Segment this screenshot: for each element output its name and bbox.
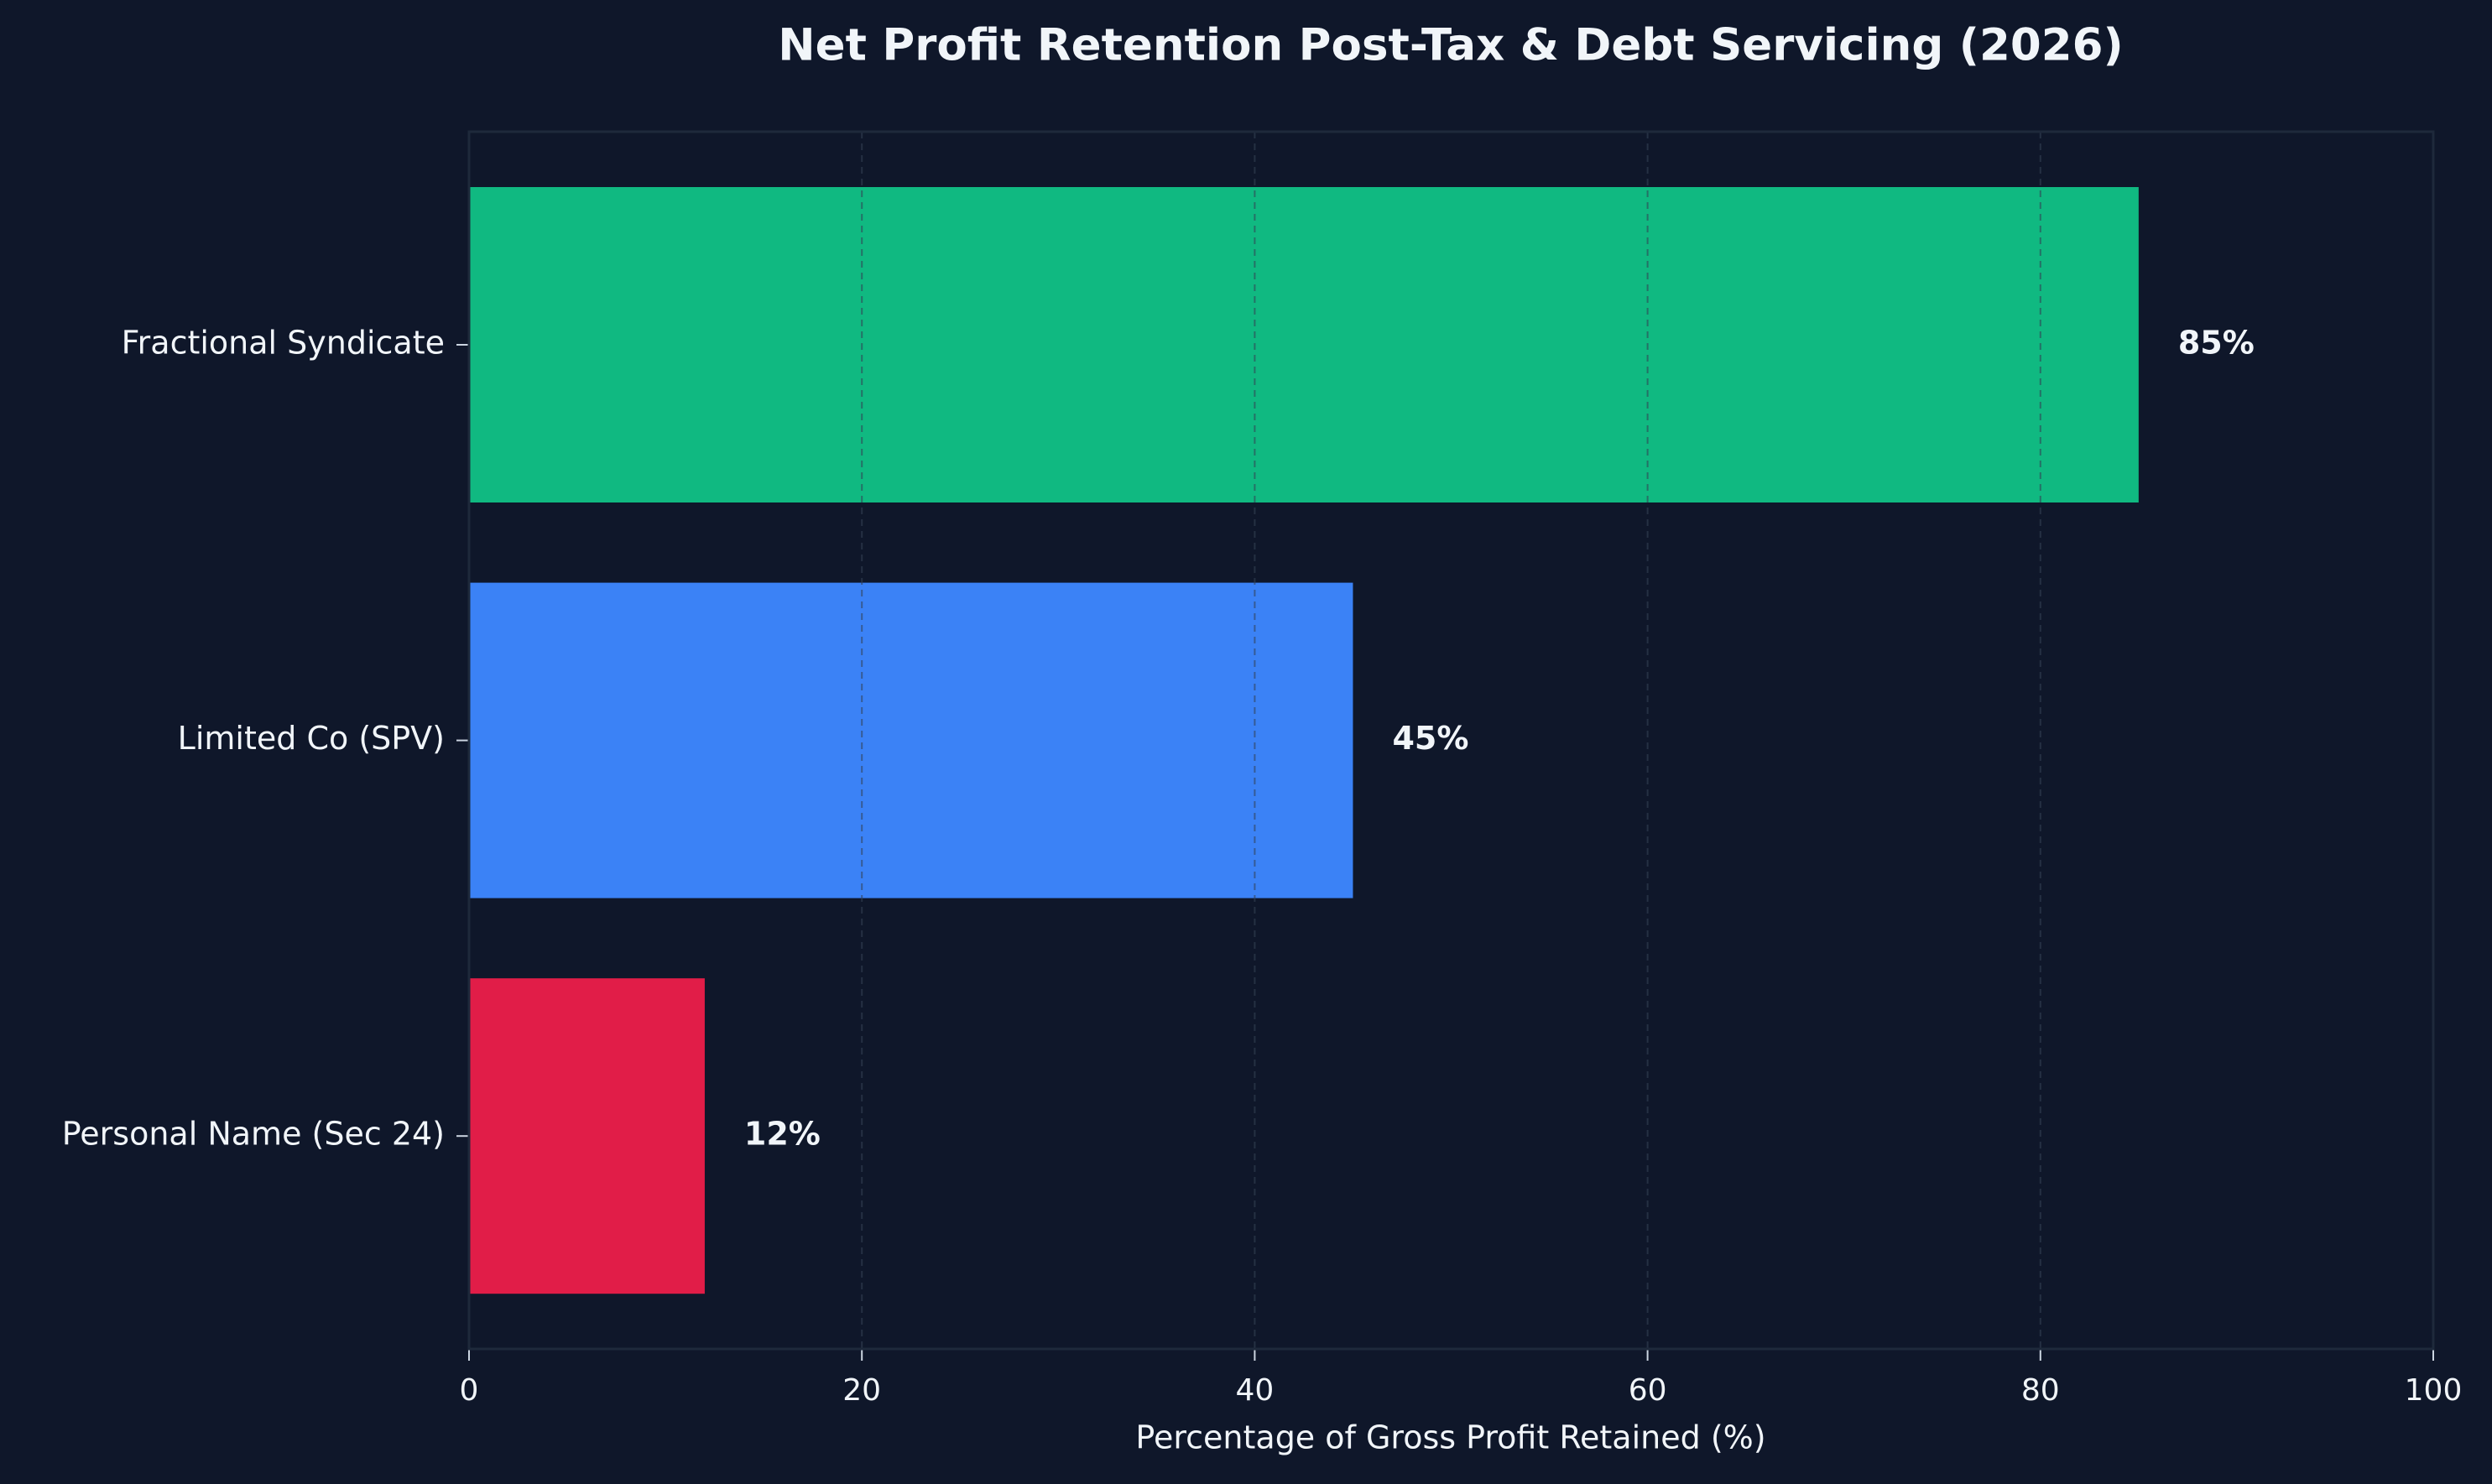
x-tick-label: 80 xyxy=(2021,1373,2060,1408)
x-tick-label: 40 xyxy=(1235,1373,1274,1408)
value-label: 45% xyxy=(1392,720,1468,757)
x-tick-label: 20 xyxy=(842,1373,881,1408)
y-tick-label: Limited Co (SPV) xyxy=(178,720,445,757)
chart-title: Net Profit Retention Post-Tax & Debt Ser… xyxy=(778,20,2123,71)
y-tick-label: Personal Name (Sec 24) xyxy=(62,1116,445,1153)
x-tick-label: 60 xyxy=(1629,1373,1667,1408)
value-label: 85% xyxy=(2178,325,2255,362)
x-axis-label: Percentage of Gross Profit Retained (%) xyxy=(1135,1419,1765,1456)
plot-frame xyxy=(467,130,2435,1351)
value-label: 12% xyxy=(744,1116,821,1153)
bar xyxy=(469,582,1353,898)
bar xyxy=(469,187,2139,502)
x-tick-label: 100 xyxy=(2405,1373,2463,1408)
y-tick-label: Fractional Syndicate xyxy=(122,325,445,362)
x-tick-label: 0 xyxy=(460,1373,479,1408)
bar xyxy=(469,978,705,1294)
